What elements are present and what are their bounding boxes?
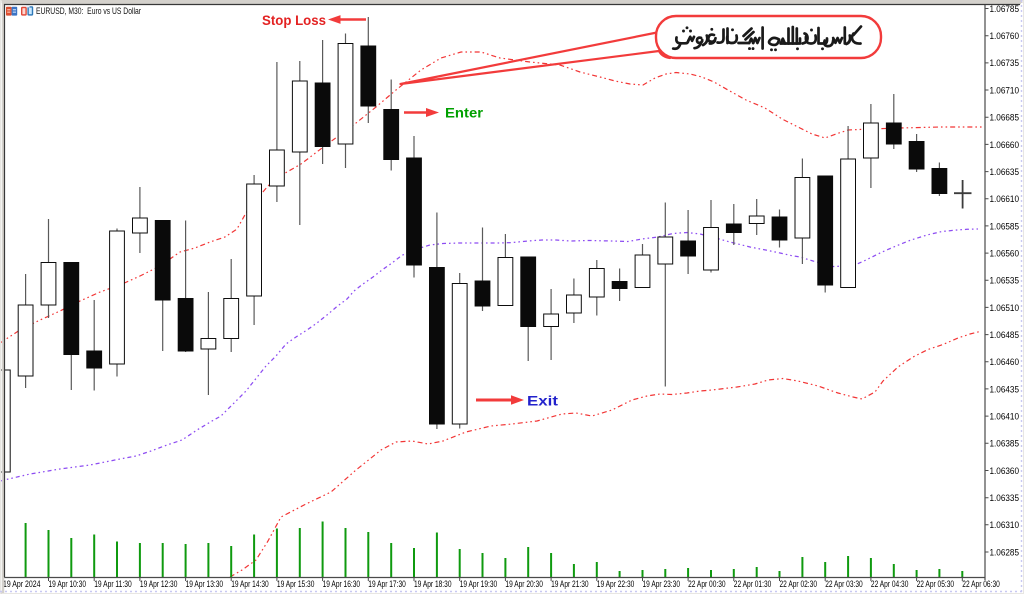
svg-text:1.06535: 1.06535 <box>990 276 1020 286</box>
svg-text:22 Apr 03:30: 22 Apr 03:30 <box>825 579 863 589</box>
svg-text:1.06585: 1.06585 <box>990 221 1020 231</box>
svg-text:1.06660: 1.06660 <box>990 140 1020 150</box>
svg-text:19 Apr 20:30: 19 Apr 20:30 <box>505 579 543 589</box>
svg-text:19 Apr 19:30: 19 Apr 19:30 <box>460 579 498 589</box>
svg-text:19 Apr 18:30: 19 Apr 18:30 <box>414 579 452 589</box>
svg-text:1.06310: 1.06310 <box>990 520 1020 530</box>
svg-text:1.06685: 1.06685 <box>990 113 1020 123</box>
svg-text:EURUSD, M30: Euro vs US Dolla: EURUSD, M30: Euro vs US Dollar <box>36 5 141 16</box>
svg-text:1.06485: 1.06485 <box>990 330 1020 340</box>
svg-text:1.06435: 1.06435 <box>990 384 1020 394</box>
svg-text:22 Apr 04:30: 22 Apr 04:30 <box>871 579 909 589</box>
svg-text:1.06335: 1.06335 <box>990 493 1020 503</box>
svg-text:Exit: Exit <box>527 393 558 409</box>
svg-text:1.06460: 1.06460 <box>990 357 1020 367</box>
svg-text:19 Apr 12:30: 19 Apr 12:30 <box>140 579 178 589</box>
svg-text:19 Apr 23:30: 19 Apr 23:30 <box>643 579 681 589</box>
svg-text:19 Apr 13:30: 19 Apr 13:30 <box>186 579 224 589</box>
svg-text:22 Apr 02:30: 22 Apr 02:30 <box>780 579 818 589</box>
svg-text:19 Apr 21:30: 19 Apr 21:30 <box>551 579 589 589</box>
svg-text:22 Apr 01:30: 22 Apr 01:30 <box>734 579 772 589</box>
svg-text:1.06285: 1.06285 <box>990 547 1020 557</box>
svg-text:19 Apr 22:30: 19 Apr 22:30 <box>597 579 635 589</box>
svg-text:1.06710: 1.06710 <box>990 85 1020 95</box>
svg-text:1.06735: 1.06735 <box>990 58 1020 68</box>
svg-text:Enter: Enter <box>445 105 484 121</box>
svg-text:1.06610: 1.06610 <box>990 194 1020 204</box>
svg-text:22 Apr 06:30: 22 Apr 06:30 <box>962 579 1000 589</box>
svg-text:22 Apr 05:30: 22 Apr 05:30 <box>917 579 955 589</box>
svg-text:1.06635: 1.06635 <box>990 167 1020 177</box>
svg-text:1.06760: 1.06760 <box>990 31 1020 41</box>
svg-text:1.06385: 1.06385 <box>990 439 1020 449</box>
svg-text:19 Apr 2024: 19 Apr 2024 <box>3 579 41 589</box>
svg-text:1.06560: 1.06560 <box>990 249 1020 259</box>
svg-text:1.06785: 1.06785 <box>990 4 1020 14</box>
svg-text:19 Apr 14:30: 19 Apr 14:30 <box>231 579 269 589</box>
svg-text:19 Apr 15:30: 19 Apr 15:30 <box>277 579 315 589</box>
svg-text:19 Apr 17:30: 19 Apr 17:30 <box>368 579 406 589</box>
svg-text:19 Apr 16:30: 19 Apr 16:30 <box>323 579 361 589</box>
svg-text:Stop Loss: Stop Loss <box>262 12 326 28</box>
svg-text:1.06410: 1.06410 <box>990 412 1020 422</box>
svg-text:1.06360: 1.06360 <box>990 466 1020 476</box>
svg-text:22 Apr 00:30: 22 Apr 00:30 <box>688 579 726 589</box>
svg-text:19 Apr 11:30: 19 Apr 11:30 <box>94 579 132 589</box>
svg-text:1.06510: 1.06510 <box>990 303 1020 313</box>
svg-text:19 Apr 10:30: 19 Apr 10:30 <box>49 579 87 589</box>
